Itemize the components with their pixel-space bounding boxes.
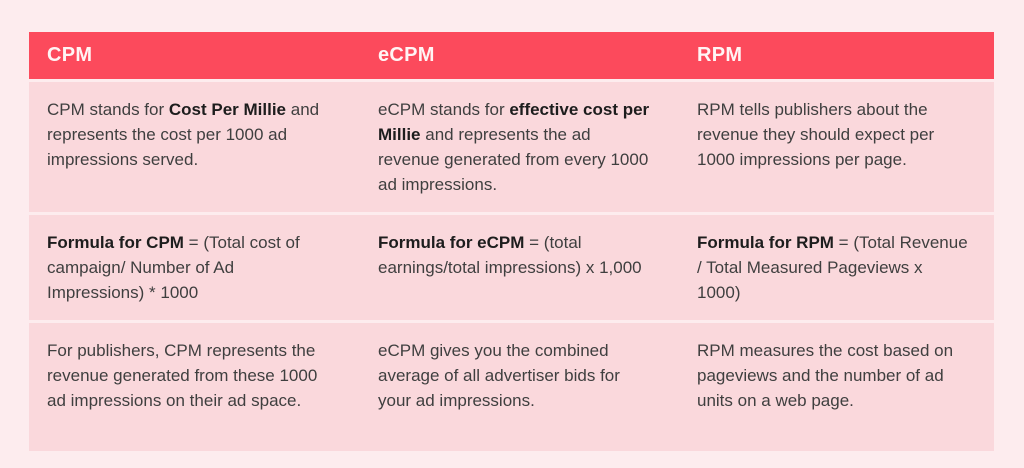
cell-rpm-formula: Formula for RPM = (Total Revenue / Total… <box>697 233 968 302</box>
cell-ecpm-publisher-note: eCPM gives you the combined average of a… <box>378 341 620 410</box>
column-header-cpm: CPM <box>47 44 93 66</box>
cell-cpm-definition: CPM stands for Cost Per Millie and repre… <box>47 100 320 169</box>
cell-rpm-definition: RPM tells publishers about the revenue t… <box>697 100 935 169</box>
cell-cpm-formula: Formula for CPM = (Total cost of campaig… <box>47 233 300 302</box>
table-row-definitions: CPM stands for Cost Per Millie and repre… <box>29 82 994 212</box>
table-row-publisher-notes: For publishers, CPM represents the reven… <box>29 323 994 451</box>
column-header-rpm: RPM <box>697 44 743 66</box>
table-row-formulas: Formula for CPM = (Total cost of campaig… <box>29 215 994 320</box>
cell-ecpm-formula: Formula for eCPM = (total earnings/total… <box>378 233 642 277</box>
column-header-ecpm: eCPM <box>378 44 435 66</box>
cell-cpm-publisher-note: For publishers, CPM represents the reven… <box>47 341 318 410</box>
table-header-row: CPM eCPM RPM <box>29 32 994 79</box>
comparison-table: CPM eCPM RPM CPM stands for Cost Per Mil… <box>29 32 994 451</box>
cell-rpm-publisher-note: RPM measures the cost based on pageviews… <box>697 341 954 410</box>
cell-ecpm-definition: eCPM stands for effective cost per Milli… <box>378 100 650 194</box>
